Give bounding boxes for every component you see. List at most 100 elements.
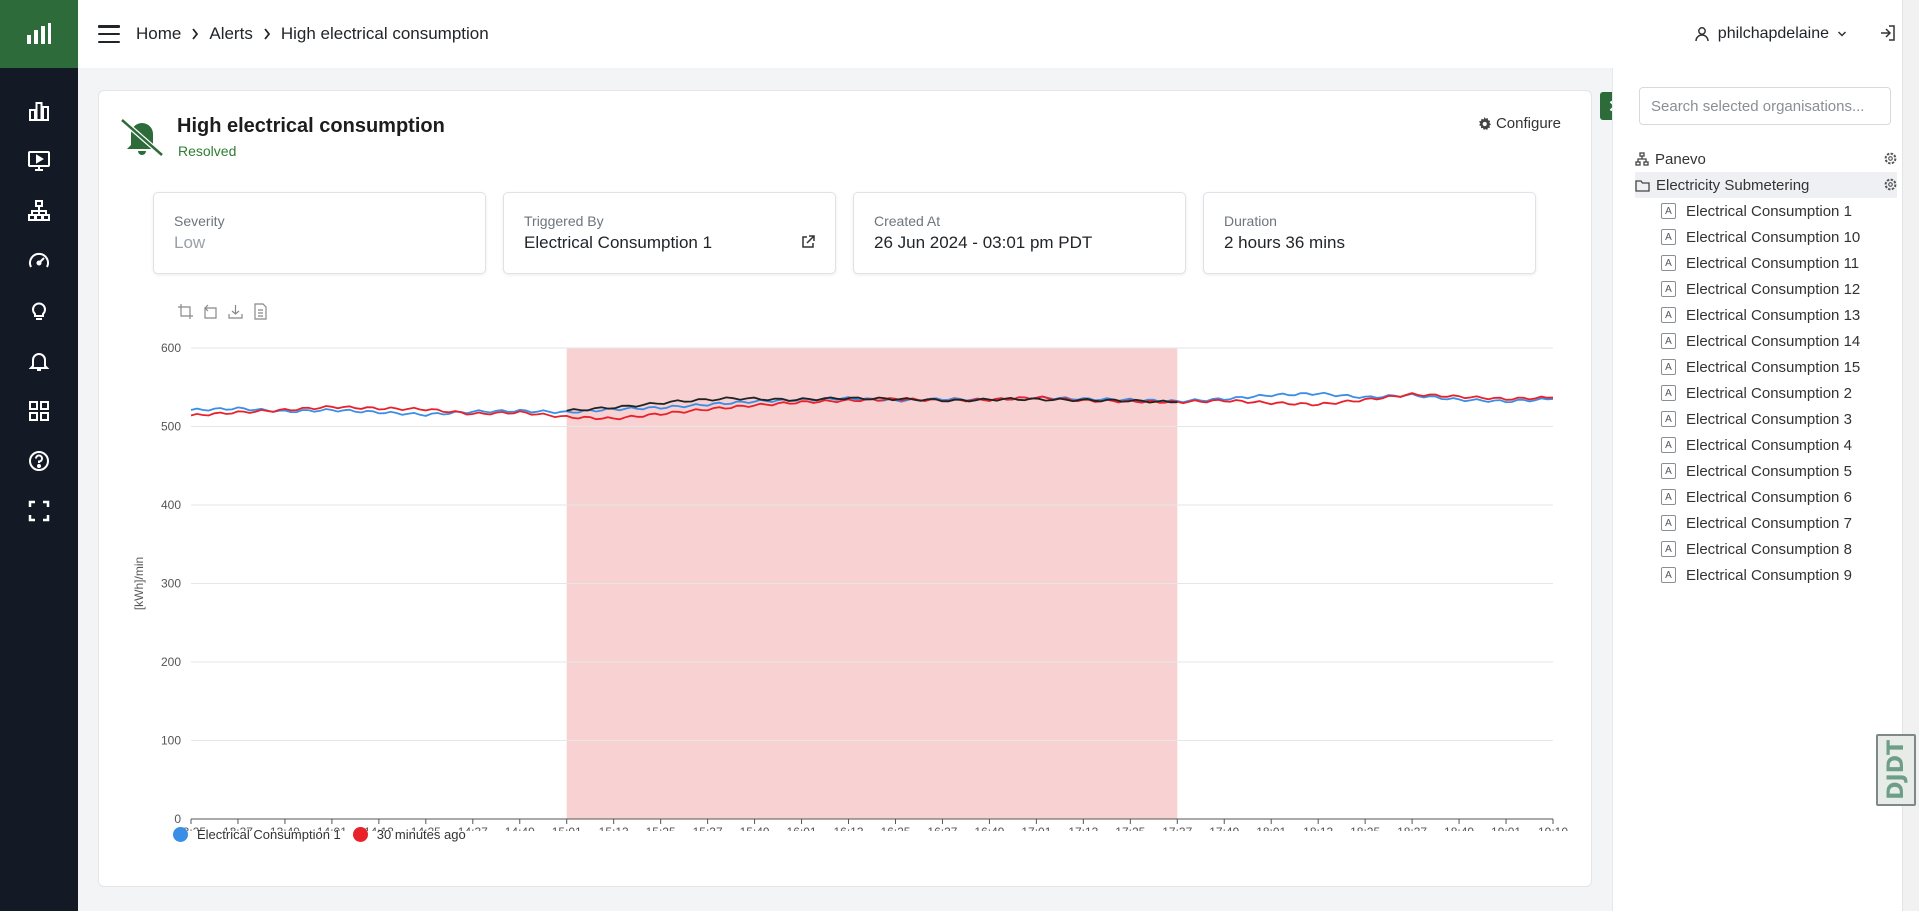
tree-item[interactable]: A Electrical Consumption 10	[1635, 224, 1897, 250]
legend-item-series-2[interactable]: 30 minutes ago	[352, 827, 466, 842]
breadcrumb-home[interactable]: Home	[136, 24, 182, 43]
folder-icon	[1635, 179, 1650, 192]
tree-item-label: Electrical Consumption 8	[1686, 540, 1852, 558]
tree-item-label: Electrical Consumption 10	[1686, 228, 1861, 246]
chevron-right-icon	[263, 28, 271, 40]
asset-badge-icon: A	[1661, 255, 1676, 271]
logout-button[interactable]	[1879, 24, 1897, 47]
gear-icon[interactable]	[1884, 178, 1897, 195]
tree-item[interactable]: A Electrical Consumption 5	[1635, 458, 1897, 484]
tree-item[interactable]: A Electrical Consumption 2	[1635, 380, 1897, 406]
tree-item[interactable]: A Electrical Consumption 15	[1635, 354, 1897, 380]
download-icon[interactable]	[227, 303, 244, 320]
hamburger-line	[98, 32, 120, 36]
grid-icon	[29, 401, 49, 421]
organisation-search-input[interactable]	[1639, 87, 1891, 125]
tree-item[interactable]: A Electrical Consumption 4	[1635, 432, 1897, 458]
duration-box: Duration 2 hours 36 mins	[1203, 192, 1536, 274]
breadcrumb-alerts[interactable]: Alerts	[209, 24, 253, 43]
tree-item[interactable]: A Electrical Consumption 6	[1635, 484, 1897, 510]
x-tick-time-label: 14:01	[317, 825, 347, 831]
asset-badge-icon: A	[1661, 281, 1676, 297]
tree-root-panevo[interactable]: Panevo	[1635, 146, 1897, 172]
x-tick-time-label: 15:13	[599, 825, 629, 831]
external-link-icon[interactable]	[801, 235, 815, 254]
nav-gauge[interactable]	[0, 236, 78, 286]
nav-monitor[interactable]	[0, 136, 78, 186]
x-tick-time-label: 14:13	[364, 825, 394, 831]
x-tick-time-label: 18:13	[1303, 825, 1333, 831]
nav-apps[interactable]	[0, 386, 78, 436]
menu-toggle-button[interactable]	[98, 25, 120, 43]
alert-detail-card: High electrical consumption Resolved Con…	[98, 90, 1592, 887]
app-logo[interactable]	[0, 0, 78, 68]
tree-item[interactable]: A Electrical Consumption 7	[1635, 510, 1897, 536]
tree-item-label: Electrical Consumption 11	[1686, 254, 1860, 272]
zoom-reset-icon[interactable]	[202, 303, 219, 320]
alert-period-line	[566, 396, 1178, 412]
zoom-area-icon[interactable]	[177, 303, 194, 320]
data-view-icon[interactable]	[252, 303, 269, 320]
nav-insights[interactable]	[0, 286, 78, 336]
tree-item-label: Electrical Consumption 2	[1686, 384, 1852, 402]
x-tick-time-label: 14:49	[505, 825, 535, 831]
bell-slash-icon	[119, 117, 165, 162]
legend-item-series-1[interactable]: Electrical Consumption 1	[173, 827, 341, 842]
y-tick-label: 600	[161, 341, 181, 355]
tree-item-label: Electrical Consumption 14	[1686, 332, 1861, 350]
debug-toolbar-label: DJDT	[1883, 740, 1909, 800]
nav-dashboards[interactable]	[0, 86, 78, 136]
debug-toolbar-widget[interactable]: DJDT	[1876, 734, 1916, 806]
tree-item[interactable]: A Electrical Consumption 13	[1635, 302, 1897, 328]
nav-help[interactable]	[0, 436, 78, 486]
x-tick-time-label: 15:49	[740, 825, 770, 831]
tree-item[interactable]: A Electrical Consumption 3	[1635, 406, 1897, 432]
user-icon	[1695, 27, 1709, 42]
logout-icon	[1881, 25, 1895, 41]
asset-badge-icon: A	[1661, 515, 1676, 531]
x-tick-time-label: 19:10	[1538, 825, 1568, 831]
created-at-value: 26 Jun 2024 - 03:01 pm PDT	[874, 233, 1093, 252]
x-tick-time-label: 18:25	[1350, 825, 1380, 831]
nav-hierarchy[interactable]	[0, 186, 78, 236]
tree-item[interactable]: A Electrical Consumption 12	[1635, 276, 1897, 302]
triggered-by-value: Electrical Consumption 1	[524, 233, 713, 252]
tree-item[interactable]: A Electrical Consumption 8	[1635, 536, 1897, 562]
chart-legend: Electrical Consumption 1 30 minutes ago	[173, 827, 478, 842]
nav-alerts[interactable]	[0, 336, 78, 386]
alert-status: Resolved	[178, 143, 237, 159]
consumption-chart[interactable]: 0100200300400500600[kWh]/min13:2506-2613…	[99, 331, 1593, 831]
tree-folder-electricity-submetering[interactable]: Electricity Submetering	[1635, 172, 1897, 198]
tree-root-label: Panevo	[1655, 150, 1706, 168]
tree-item[interactable]: A Electrical Consumption 1	[1635, 198, 1897, 224]
asset-badge-icon: A	[1661, 411, 1676, 427]
tree-item[interactable]: A Electrical Consumption 14	[1635, 328, 1897, 354]
page-scrollbar[interactable]	[1902, 0, 1919, 911]
asset-badge-icon: A	[1661, 541, 1676, 557]
x-tick-time-label: 17:01	[1021, 825, 1051, 831]
x-tick-time-label: 15:25	[646, 825, 676, 831]
x-tick-time-label: 16:37	[927, 825, 957, 831]
nav-fullscreen[interactable]	[0, 486, 78, 536]
user-menu[interactable]: philchapdelaine	[1694, 0, 1847, 68]
x-tick-time-label: 17:49	[1209, 825, 1239, 831]
x-tick-time-label: 18:49	[1444, 825, 1474, 831]
tree-item-label: Electrical Consumption 15	[1686, 358, 1861, 376]
x-tick-time-label: 17:13	[1068, 825, 1098, 831]
gauge-icon	[29, 252, 49, 268]
configure-button[interactable]: Configure	[1478, 115, 1561, 132]
bell-icon	[28, 353, 50, 371]
x-tick-time-label: 18:01	[1256, 825, 1286, 831]
x-tick-time-label: 17:37	[1162, 825, 1192, 831]
legend-label: Electrical Consumption 1	[197, 827, 341, 842]
tree-item[interactable]: A Electrical Consumption 9	[1635, 562, 1897, 588]
gear-icon[interactable]	[1884, 152, 1897, 169]
x-tick-time-label: 13:37	[223, 825, 253, 831]
tree-item[interactable]: A Electrical Consumption 11	[1635, 250, 1897, 276]
configure-label: Configure	[1495, 115, 1561, 132]
chevron-down-icon	[1837, 31, 1847, 37]
x-tick-time-label: 18:37	[1397, 825, 1427, 831]
monitor-icon	[28, 151, 50, 171]
tree-item-label: Electrical Consumption 13	[1686, 306, 1861, 324]
tree-item-label: Electrical Consumption 7	[1686, 514, 1852, 532]
